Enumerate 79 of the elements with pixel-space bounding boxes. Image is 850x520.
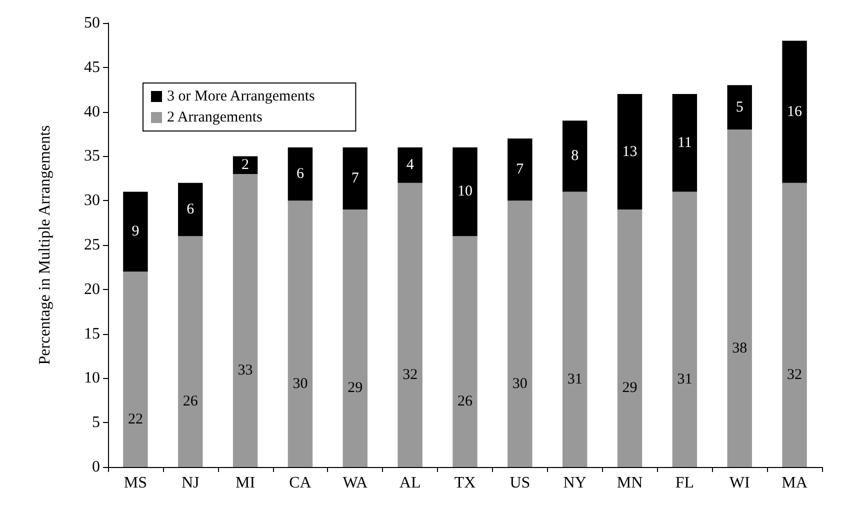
bar	[672, 94, 698, 192]
bar	[342, 147, 368, 210]
y-tick-label: 15	[84, 325, 100, 342]
y-tick-label: 0	[92, 458, 100, 476]
bar	[178, 182, 203, 236]
bar	[672, 192, 698, 467]
bar	[178, 236, 203, 467]
y-tick-label: 5	[92, 414, 100, 432]
x-tick-label: MN	[616, 474, 644, 492]
data-label: 38	[732, 340, 748, 356]
bar	[452, 236, 478, 467]
bar	[398, 182, 422, 467]
y-tick-label: 40	[84, 103, 100, 120]
data-label: 7	[516, 162, 524, 178]
data-label: 30	[512, 376, 528, 392]
bar	[123, 192, 148, 272]
bar	[562, 192, 588, 467]
bar	[232, 174, 258, 467]
y-tick-label: 30	[84, 192, 100, 210]
bar	[617, 94, 642, 210]
y-tick-label: 20	[84, 280, 100, 298]
bar	[727, 85, 752, 130]
bar	[782, 40, 807, 183]
data-label: 11	[677, 134, 692, 151]
data-label: 29	[348, 380, 363, 396]
y-tick-label: 35	[84, 148, 100, 165]
bar	[562, 120, 588, 192]
data-label: 32	[402, 366, 418, 383]
data-label: 10	[458, 184, 472, 200]
data-label: 16	[787, 104, 803, 120]
data-label: 31	[567, 371, 582, 388]
data-label: 6	[186, 201, 195, 218]
data-label: 33	[238, 362, 253, 378]
data-label: 26	[182, 394, 198, 410]
data-label: 6	[296, 166, 304, 182]
x-tick-label: MI	[236, 474, 256, 492]
x-tick-label: MS	[124, 474, 148, 492]
data-label: 2	[242, 157, 250, 174]
y-tick-label: 10	[84, 370, 100, 387]
data-label: 5	[736, 99, 744, 116]
data-label: 8	[571, 148, 579, 164]
data-label: 30	[292, 376, 308, 392]
bar	[288, 200, 313, 467]
data-label: 7	[351, 170, 360, 186]
y-tick-label: 45	[84, 58, 100, 76]
data-label: 26	[458, 394, 473, 410]
bar	[342, 209, 368, 467]
x-tick-label: US	[510, 474, 530, 492]
data-label: 22	[128, 411, 143, 428]
bar	[232, 156, 258, 174]
data-label: 9	[132, 224, 140, 240]
bar	[508, 138, 532, 201]
x-tick-label: NY	[563, 474, 587, 492]
data-label: 32	[787, 366, 802, 383]
bar	[398, 147, 422, 183]
bar	[782, 182, 807, 467]
data-label: 31	[677, 371, 692, 388]
bar	[508, 200, 532, 467]
y-tick-label: 25	[84, 236, 100, 254]
data-label: 13	[622, 144, 638, 160]
bar	[727, 130, 752, 467]
x-tick-label: FL	[675, 474, 694, 492]
legend-label: 2 Arrangements	[167, 110, 263, 126]
x-tick-label: AL	[399, 474, 421, 492]
x-tick-label: TX	[454, 474, 476, 492]
bar	[617, 209, 642, 467]
x-tick-label: MA	[782, 474, 808, 492]
x-tick-label: WI	[729, 474, 750, 492]
legend-label: 3 or More Arrangements	[167, 88, 316, 104]
bar	[452, 147, 478, 236]
data-label: 4	[406, 157, 414, 174]
x-tick-label: CA	[289, 474, 312, 492]
data-label: 29	[622, 380, 638, 396]
y-tick-label: 50	[84, 14, 100, 32]
x-tick-label: WA	[342, 474, 368, 492]
bar	[123, 272, 148, 467]
x-tick-label: NJ	[181, 474, 200, 492]
y-axis-title: Percentage in Multiple Arrangements	[36, 125, 54, 365]
bar	[288, 147, 313, 201]
